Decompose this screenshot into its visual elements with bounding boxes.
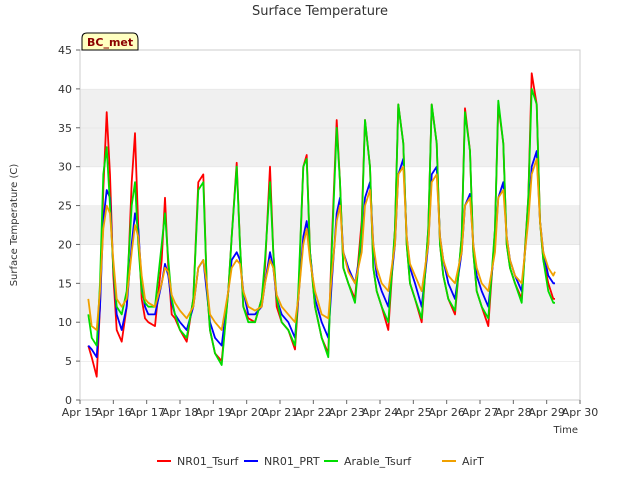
x-tick-label: Apr 23 (328, 406, 365, 419)
x-tick-label: Apr 25 (395, 406, 432, 419)
y-tick-label: 35 (58, 122, 72, 135)
y-tick-label: 20 (58, 238, 72, 251)
legend: NR01_Tsurf NR01_PRT Arable_Tsurf AirT (157, 455, 484, 468)
legend-label: AirT (462, 455, 484, 468)
chart-title: Surface Temperature (252, 4, 388, 19)
y-tick-label: 15 (58, 277, 72, 290)
x-tick-label: Apr 15 (62, 406, 99, 419)
legend-label: NR01_PRT (264, 455, 320, 468)
x-tick-label: Apr 20 (228, 406, 265, 419)
x-tick-label: Apr 28 (495, 406, 532, 419)
x-tick-label: Apr 16 (95, 406, 132, 419)
series-lines (87, 72, 556, 378)
y-tick-label: 0 (65, 394, 72, 407)
x-tick-label: Apr 17 (128, 406, 165, 419)
grid-band (80, 50, 580, 89)
badge-label: BC_met (87, 36, 133, 49)
x-tick-label: Apr 18 (162, 406, 199, 419)
y-tick-label: 30 (58, 161, 72, 174)
x-tick-label: Apr 21 (262, 406, 299, 419)
y-axis-ticks: 0 5 10 15 20 25 30 35 40 45 (58, 44, 80, 407)
x-tick-label: Apr 24 (362, 406, 399, 419)
legend-label: NR01_Tsurf (177, 455, 239, 468)
plot-frame (79, 49, 581, 401)
site-badge: BC_met (81, 32, 139, 51)
y-tick-label: 25 (58, 200, 72, 213)
y-tick-label: 40 (58, 83, 72, 96)
y-tick-label: 5 (65, 355, 72, 368)
x-tick-label: Apr 27 (462, 406, 499, 419)
grid-band (80, 361, 580, 400)
grid-band (80, 88, 580, 128)
y-axis-title: Surface Temperature (C) (9, 164, 20, 287)
x-axis-title: Time (553, 425, 578, 436)
x-tick-label: Apr 29 (528, 406, 565, 419)
x-tick-label: Apr 19 (195, 406, 232, 419)
y-tick-label: 45 (58, 44, 72, 57)
legend-label: Arable_Tsurf (344, 455, 412, 468)
y-tick-label: 10 (58, 316, 72, 329)
series-line-airt (87, 157, 556, 331)
x-tick-label: Apr 30 (562, 406, 599, 419)
x-tick-label: Apr 22 (295, 406, 332, 419)
x-tick-label: Apr 26 (428, 406, 465, 419)
badge-shape (81, 32, 139, 51)
grid-band (80, 127, 580, 167)
